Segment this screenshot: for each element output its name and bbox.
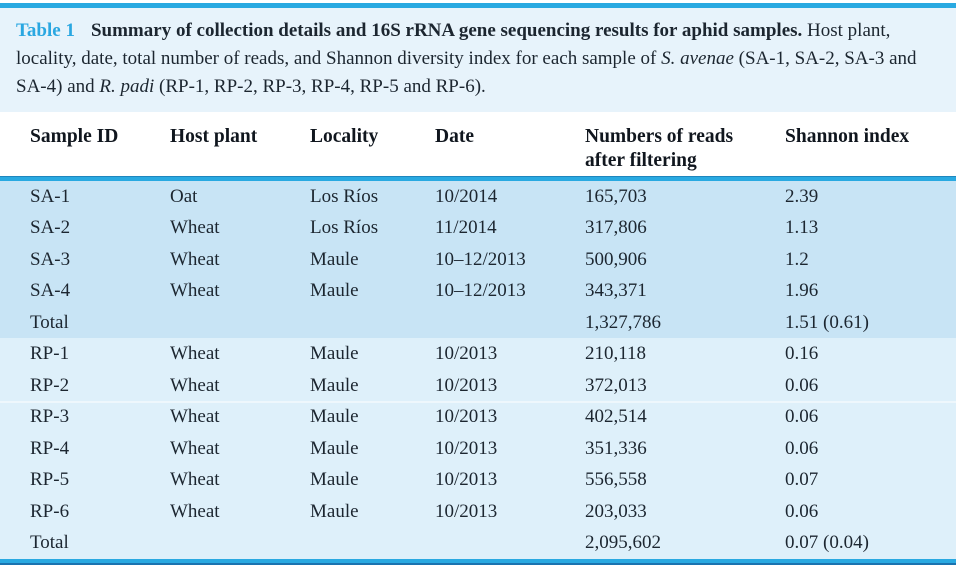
cell-reads: 203,033: [585, 500, 647, 522]
caption-text: (RP-1, RP-2, RP-3, RP-4, RP-5 and RP-6).: [154, 75, 486, 97]
cell-date: 10/2013: [435, 374, 498, 396]
table-number-label: Table 1: [16, 20, 75, 41]
cell-sample-id: RP-1: [30, 343, 70, 365]
table-row: RP-2 Wheat Maule 10/2013 372,013 0.06: [0, 369, 956, 402]
cell-shannon: 0.16: [785, 343, 819, 365]
cell-locality: Maule: [310, 469, 359, 491]
column-header-locality: Locality: [310, 125, 379, 147]
cell-reads: 317,806: [585, 217, 647, 239]
cell-date: 10/2013: [435, 500, 498, 522]
cell-host-plant: Wheat: [170, 469, 220, 491]
cell-reads: 402,514: [585, 406, 647, 428]
cell-date: 10–12/2013: [435, 280, 526, 302]
cell-shannon: 2.39: [785, 185, 819, 207]
cell-sample-id: RP-3: [30, 406, 70, 428]
column-header-shannon-index: Shannon index: [785, 125, 910, 147]
table-row-total-sa: Total 1,327,786 1.51 (0.61): [0, 306, 956, 339]
cell-shannon: 1.2: [785, 248, 809, 270]
cell-locality: Los Ríos: [310, 185, 379, 207]
cell-locality: Maule: [310, 406, 359, 428]
cell-sample-id: SA-4: [30, 280, 71, 302]
table-row: RP-4 Wheat Maule 10/2013 351,336 0.06: [0, 432, 956, 465]
cell-reads: 165,703: [585, 185, 647, 207]
cell-sample-id: SA-1: [30, 185, 71, 207]
column-header-host-plant: Host plant: [170, 125, 258, 147]
cell-locality: Maule: [310, 280, 359, 302]
cell-host-plant: Wheat: [170, 280, 220, 302]
caption-species-avenae: S. avenae: [661, 47, 734, 69]
cell-locality: Los Ríos: [310, 217, 379, 239]
cell-host-plant: Wheat: [170, 406, 220, 428]
header-divider-rule: [0, 175, 956, 181]
cell-reads: 500,906: [585, 248, 647, 270]
cell-shannon: 0.07: [785, 469, 819, 491]
cell-locality: Maule: [310, 500, 359, 522]
table-row-total-rp: Total 2,095,602 0.07 (0.04): [0, 527, 956, 559]
column-header-reads: Numbers of reads after filtering: [585, 125, 734, 172]
table-row: RP-5 Wheat Maule 10/2013 556,558 0.07: [0, 464, 956, 496]
caption-bold-title: Summary of collection details and 16S rR…: [90, 20, 803, 41]
cell-host-plant: Wheat: [170, 500, 220, 522]
bottom-accent-rule: [0, 558, 956, 563]
column-header-date: Date: [435, 125, 474, 147]
cell-date: 10/2013: [435, 437, 498, 459]
cell-sample-id: SA-2: [30, 217, 71, 239]
table-row: SA-3 Wheat Maule 10–12/2013 500,906 1.2: [0, 243, 956, 276]
cell-shannon: 0.06: [785, 500, 819, 522]
cell-shannon: 1.13: [785, 217, 819, 239]
cell-shannon: 0.06: [785, 374, 819, 396]
cell-shannon: 0.06: [785, 437, 819, 459]
caption-species-padi: R. padi: [99, 75, 155, 97]
cell-date: 11/2014: [435, 217, 497, 239]
cell-locality: Maule: [310, 343, 359, 365]
cell-date: 10/2013: [435, 469, 498, 491]
cell-reads: 556,558: [585, 469, 647, 491]
table-row: SA-1 Oat Los Ríos 10/2014 165,703 2.39: [0, 180, 956, 213]
cell-sample-id: Total: [30, 532, 69, 554]
cell-host-plant: Wheat: [170, 343, 220, 365]
cell-host-plant: Wheat: [170, 248, 220, 270]
table-body: SA-1 Oat Los Ríos 10/2014 165,703 2.39 S…: [0, 180, 956, 559]
cell-host-plant: Wheat: [170, 217, 220, 239]
cell-locality: Maule: [310, 437, 359, 459]
cell-sample-id: Total: [30, 311, 69, 333]
cell-locality: Maule: [310, 248, 359, 270]
cell-sample-id: SA-3: [30, 248, 71, 270]
cell-host-plant: Wheat: [170, 374, 220, 396]
cell-reads: 343,371: [585, 280, 647, 302]
caption-text: (SA-1, SA-2, SA-3 and SA-4) and: [16, 47, 917, 97]
cell-reads: 1,327,786: [585, 311, 661, 333]
cell-sample-id: RP-5: [30, 469, 70, 491]
cell-date: 10/2013: [435, 343, 498, 365]
cell-reads: 372,013: [585, 374, 647, 396]
cell-sample-id: RP-2: [30, 374, 70, 396]
cell-reads: 2,095,602: [585, 532, 661, 554]
top-accent-bar: [0, 3, 956, 8]
cell-date: 10–12/2013: [435, 248, 526, 270]
cell-sample-id: RP-6: [30, 500, 70, 522]
table-caption: Table 1 Summary of collection details and…: [0, 8, 956, 112]
cell-host-plant: Oat: [170, 185, 198, 207]
cell-date: 10/2014: [435, 185, 498, 207]
table-header-row: Sample ID Host plant Locality Date Numbe…: [0, 111, 956, 176]
column-header-sample-id: Sample ID: [30, 125, 119, 147]
cell-shannon: 1.96: [785, 280, 819, 302]
cell-reads: 210,118: [585, 343, 647, 365]
cell-sample-id: RP-4: [30, 437, 70, 459]
table-row: SA-4 Wheat Maule 10–12/2013 343,371 1.96: [0, 275, 956, 307]
caption-text: Host plant, locality, date, total number…: [16, 20, 891, 69]
cell-shannon: 1.51 (0.61): [785, 311, 869, 333]
table-row: RP-1 Wheat Maule 10/2013 210,118 0.16: [0, 338, 956, 370]
table-row: SA-2 Wheat Los Ríos 11/2014 317,806 1.13: [0, 212, 956, 244]
cell-date: 10/2013: [435, 406, 498, 428]
table-row: RP-3 Wheat Maule 10/2013 402,514 0.06: [0, 401, 956, 433]
cell-locality: Maule: [310, 374, 359, 396]
cell-shannon: 0.07 (0.04): [785, 532, 869, 554]
cell-reads: 351,336: [585, 437, 647, 459]
cell-host-plant: Wheat: [170, 437, 220, 459]
cell-shannon: 0.06: [785, 406, 819, 428]
top-margin: [0, 0, 956, 3]
table-row: RP-6 Wheat Maule 10/2013 203,033 0.06: [0, 495, 956, 528]
